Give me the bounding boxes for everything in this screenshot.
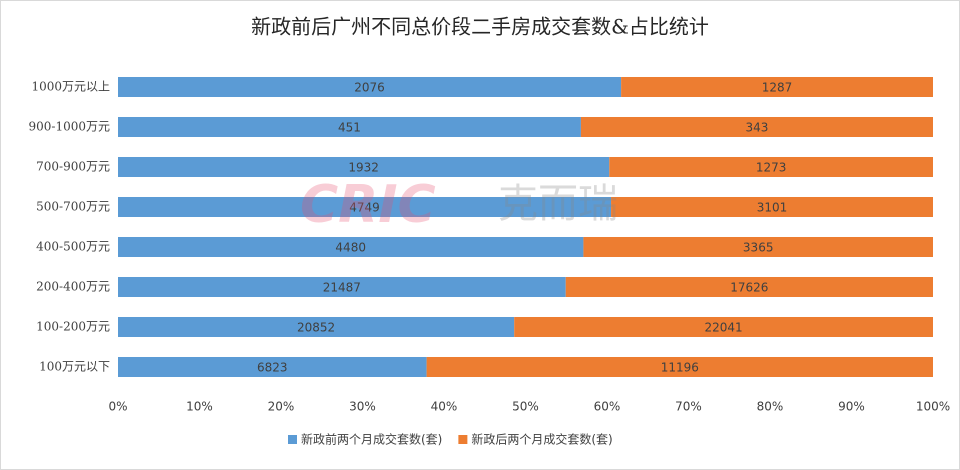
bar-segment xyxy=(426,357,933,377)
data-label: 3101 xyxy=(757,201,788,215)
bar-segment xyxy=(621,77,933,97)
bar-segment xyxy=(118,77,622,97)
x-tick-label: 10% xyxy=(186,400,213,414)
data-label: 17626 xyxy=(730,281,768,295)
x-tick-label: 90% xyxy=(838,400,865,414)
bar-segment xyxy=(118,317,515,337)
y-tick-label: 900-1000万元 xyxy=(29,120,111,134)
y-tick-label: 500-700万元 xyxy=(36,200,110,214)
watermark-chinese: 克而瑞 xyxy=(498,181,618,227)
x-tick-label: 20% xyxy=(268,400,295,414)
plot-area: 0% 10% 20% 30% 40% 50% 60% 70% 80% 90% 100% 1000万元以… xyxy=(29,77,950,447)
y-tick-label: 100-200万元 xyxy=(36,320,110,334)
bar-segment xyxy=(580,117,933,137)
bar-segment xyxy=(611,197,933,217)
legend-label: 新政前两个月成交套数(套) xyxy=(301,432,442,447)
data-label: 1932 xyxy=(348,161,379,175)
bar-segment xyxy=(118,157,610,177)
bar-segment xyxy=(514,317,933,337)
bar-segment xyxy=(118,117,581,137)
data-label: 451 xyxy=(338,121,361,135)
x-tick-label: 50% xyxy=(512,400,539,414)
x-tick-label: 80% xyxy=(757,400,784,414)
y-tick-label: 700-900万元 xyxy=(36,160,110,174)
data-label: 6823 xyxy=(257,361,288,375)
x-tick-label: 30% xyxy=(349,400,376,414)
data-label: 343 xyxy=(746,121,769,135)
y-tick-label: 200-400万元 xyxy=(36,280,110,294)
data-label: 22041 xyxy=(705,321,743,335)
data-label: 1287 xyxy=(762,81,793,95)
data-label: 3365 xyxy=(743,241,774,255)
bar-segment xyxy=(118,197,612,217)
y-tick-label: 1000万元以上 xyxy=(31,80,110,94)
data-label: 21487 xyxy=(323,281,361,295)
x-tick-label: 40% xyxy=(431,400,458,414)
legend-swatch xyxy=(288,435,297,444)
y-tick-label: 400-500万元 xyxy=(36,240,110,254)
x-tick-label: 70% xyxy=(675,400,702,414)
y-tick-label: 100万元以下 xyxy=(39,360,110,374)
bar-segment xyxy=(565,277,933,297)
bar-segment xyxy=(118,237,584,257)
x-tick-label: 100% xyxy=(916,400,950,414)
bar-segment xyxy=(118,277,566,297)
bar-segment xyxy=(609,157,933,177)
data-label: 11196 xyxy=(661,361,699,375)
bar-segment xyxy=(583,237,933,257)
chart-title: 新政前后广州不同总价段二手房成交套数&占比统计 xyxy=(251,15,709,39)
legend-label: 新政后两个月成交套数(套) xyxy=(471,432,612,447)
data-label: 20852 xyxy=(297,321,335,335)
x-tick-label: 0% xyxy=(108,400,127,414)
data-label: 1273 xyxy=(756,161,787,175)
bar-segment xyxy=(118,357,427,377)
data-label: 4480 xyxy=(335,241,366,255)
data-label: 4749 xyxy=(349,201,380,215)
x-tick-label: 60% xyxy=(594,400,621,414)
data-label: 2076 xyxy=(354,81,385,95)
legend-swatch xyxy=(458,435,468,444)
watermark-latin: CRIC xyxy=(300,175,436,235)
